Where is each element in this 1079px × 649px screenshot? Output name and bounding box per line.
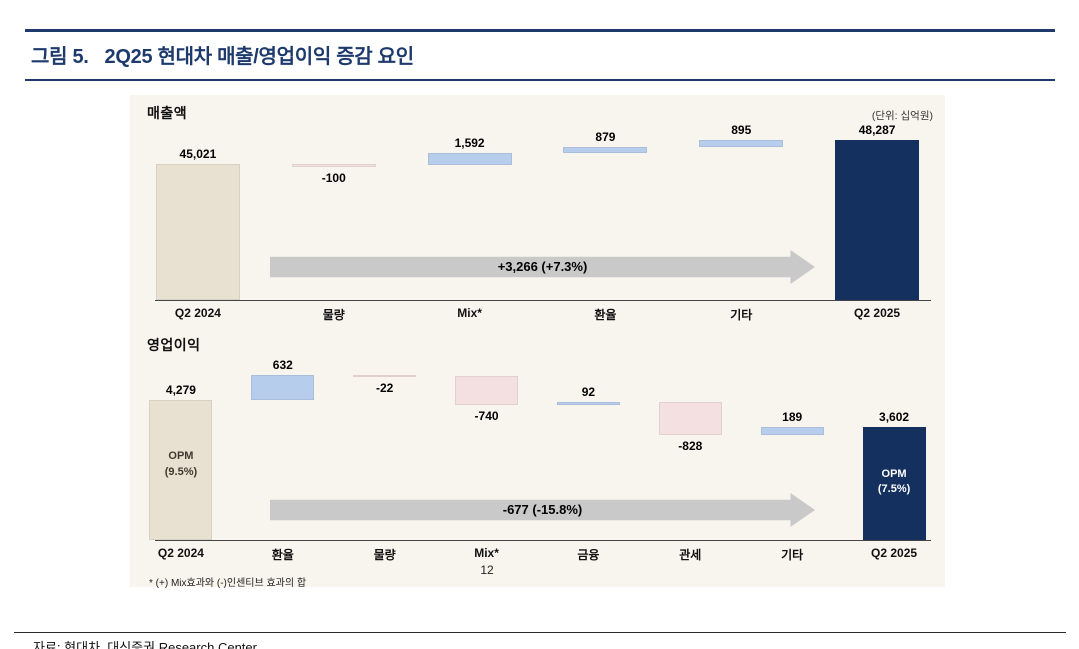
bar-value-label: 92 xyxy=(581,384,596,399)
source-note: 자료: 현대차, 대신증권 Research Center xyxy=(33,640,257,649)
bar-value-label: 632 xyxy=(272,357,293,372)
positive-delta-bar xyxy=(563,146,648,154)
bar-value-label: 189 xyxy=(782,410,803,425)
chart-title: 매출액 xyxy=(147,105,188,121)
category-label: Mix* xyxy=(474,546,499,560)
category-label: 기타 xyxy=(730,308,753,322)
category-label: 환율 xyxy=(594,308,617,322)
positive-delta-bar xyxy=(556,401,620,406)
positive-delta-bar xyxy=(251,374,315,401)
bar-value-label: -828 xyxy=(678,438,703,453)
category-label: Mix* xyxy=(457,306,482,320)
opm-annotation: OPM (9.5%) xyxy=(164,450,198,478)
category-label: 물량 xyxy=(373,548,396,562)
page-number: 12 xyxy=(480,563,494,577)
positive-delta-bar xyxy=(427,153,512,166)
bar-value-label: 895 xyxy=(731,122,752,137)
category-label: Q2 2024 xyxy=(174,306,221,320)
total-end-bar xyxy=(835,139,920,300)
unit-label: (단위: 십억원) xyxy=(871,110,933,122)
bar-value-label: -740 xyxy=(474,409,499,424)
category-label: 기타 xyxy=(781,548,804,562)
footer-divider xyxy=(14,632,1066,633)
bar-value-label: 3,602 xyxy=(879,410,910,425)
chart-title: 영업이익 xyxy=(147,337,201,353)
total-start-bar xyxy=(155,164,240,300)
x-axis-line xyxy=(155,540,931,541)
revenue-waterfall-chart: 매출액 45,021 Q2 2024 -100 물량 1,592 Mix* 879 환율 895 기… xyxy=(130,103,945,333)
bar-value-label: 45,021 xyxy=(179,147,217,162)
category-label: Q2 2024 xyxy=(157,546,204,560)
bar-value-label: 879 xyxy=(595,129,616,144)
negative-delta-bar xyxy=(353,374,417,378)
category-label: Q2 2025 xyxy=(871,546,918,560)
figure-title-text: 2Q25 현대차 매출/영업이익 증감 요인 xyxy=(104,46,415,68)
category-label: 환율 xyxy=(271,548,294,562)
bar-value-label: 48,287 xyxy=(858,122,896,137)
change-arrow: +3,266 (+7.3%) xyxy=(270,250,815,284)
total-start-bar xyxy=(149,400,213,540)
bar-value-label: -100 xyxy=(321,170,346,185)
category-label: Q2 2025 xyxy=(854,306,901,320)
change-arrow: -677 (-15.8%) xyxy=(270,493,815,527)
operating-profit-waterfall-chart: 영업이익 4,279 Q2 2024 OPM (9.5%) 632 환율 -22 물량 -740… xyxy=(130,335,945,575)
bar-value-label: 1,592 xyxy=(454,136,485,151)
figure-number: 그림 5. xyxy=(31,46,89,68)
mix-footnote: * (+) Mix효과와 (-)인센티브 효과의 합 xyxy=(149,578,307,589)
bar-value-label: 4,279 xyxy=(165,383,196,398)
category-label: 금융 xyxy=(577,548,600,562)
figure-title: 그림 5. 2Q25 현대차 매출/영업이익 증감 요인 xyxy=(31,40,1049,69)
chart-panel: (단위: 십억원) 매출액 45,021 Q2 2024 -100 물량 1,592 Mix… xyxy=(130,95,945,589)
category-label: 관세 xyxy=(679,548,702,562)
positive-delta-bar xyxy=(760,427,824,435)
figure-header: 그림 5. 2Q25 현대차 매출/영업이익 증감 요인 xyxy=(25,29,1055,81)
x-axis-line xyxy=(155,300,931,301)
change-arrow-label: -677 (-15.8%) xyxy=(502,502,583,517)
bar-value-label: -22 xyxy=(376,381,394,396)
negative-delta-bar xyxy=(658,401,722,435)
positive-delta-bar xyxy=(699,139,784,147)
negative-delta-bar xyxy=(455,375,519,406)
total-end-bar xyxy=(862,427,926,540)
negative-delta-bar xyxy=(291,164,376,167)
category-label: 물량 xyxy=(322,308,345,322)
opm-annotation: OPM (7.5%) xyxy=(877,467,911,496)
change-arrow-label: +3,266 (+7.3%) xyxy=(497,259,588,274)
